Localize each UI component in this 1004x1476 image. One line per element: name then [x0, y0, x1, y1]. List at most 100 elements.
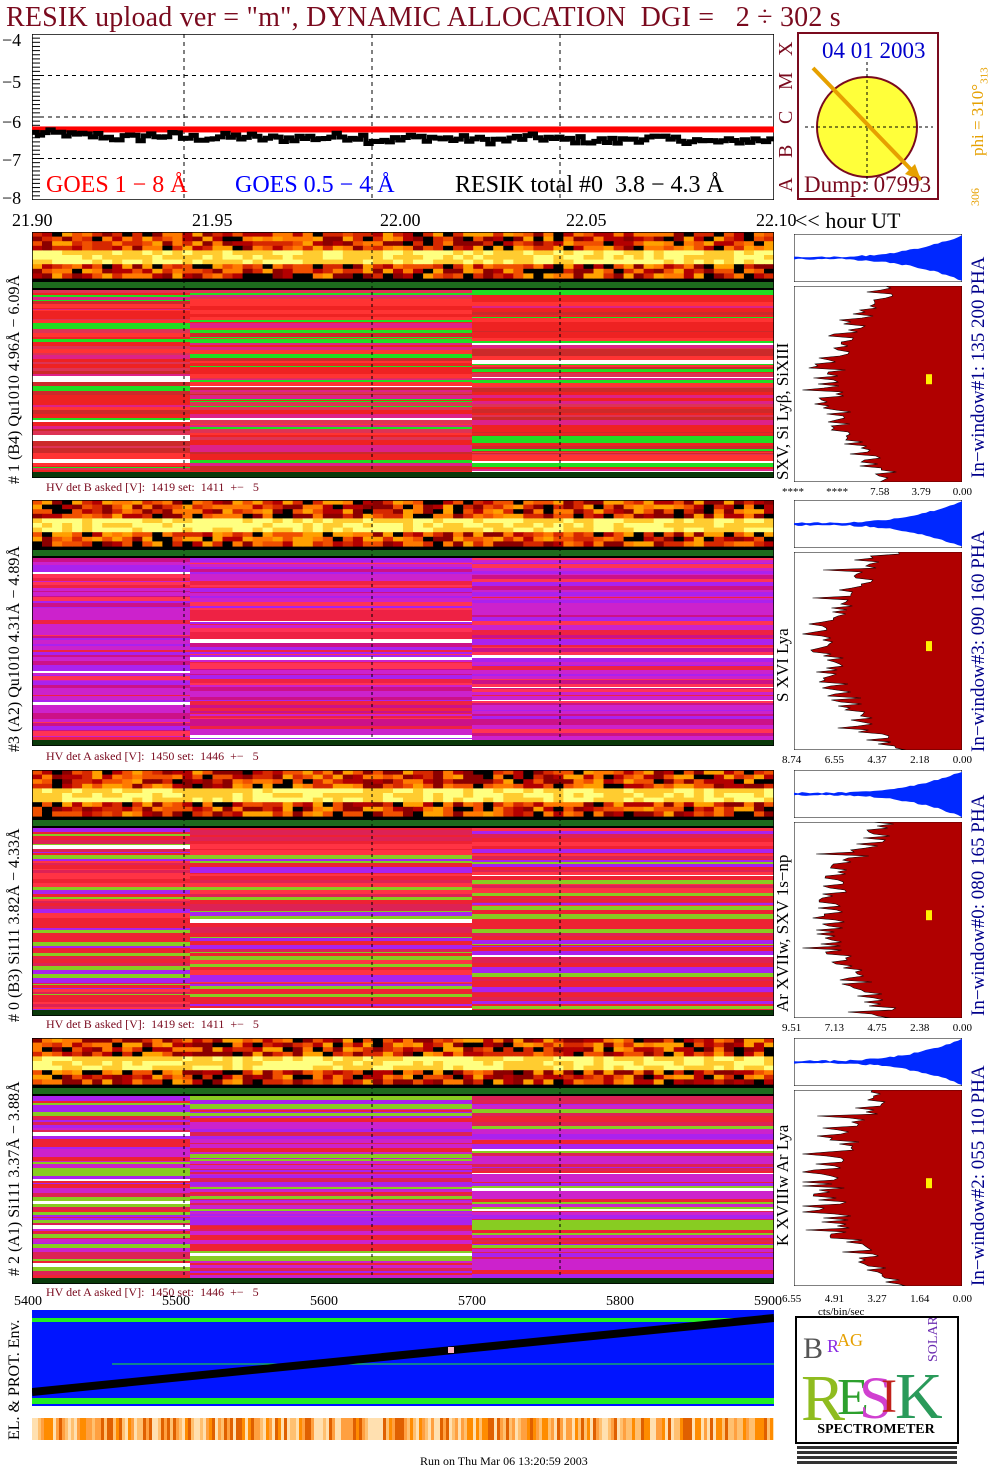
heatmap-stripe	[472, 838, 774, 842]
heatmap-cell	[643, 1065, 655, 1071]
heatmap-cell	[132, 1061, 143, 1067]
heatmap-stripe	[32, 368, 190, 371]
heatmap-stripe	[32, 371, 190, 374]
heatmap-cell	[723, 273, 735, 279]
heatmap-cell	[292, 513, 304, 519]
env-stripe	[434, 1418, 437, 1440]
heatmap-cell	[653, 1047, 665, 1053]
heatmap-cell	[413, 774, 424, 780]
y-tick-label: −7	[2, 150, 22, 170]
heatmap-stripe	[32, 293, 190, 295]
goes-lightcurve-plot	[32, 34, 774, 200]
heatmap-stripe	[190, 290, 472, 293]
heatmap-stripe	[190, 429, 472, 433]
heatmap-cell	[713, 1079, 725, 1085]
heatmap-cell	[232, 774, 244, 780]
heatmap-cell	[212, 532, 224, 538]
heatmap-stripe	[472, 977, 774, 979]
heatmap-cell	[523, 806, 534, 812]
heatmap-stripe	[32, 1138, 190, 1139]
heatmap-stripe	[190, 374, 472, 378]
heatmap-cell	[573, 770, 585, 776]
heatmap-cell	[302, 779, 314, 785]
detector-heatmap-0	[32, 770, 774, 1016]
heatmap-cell	[222, 527, 234, 533]
heatmap-cell	[302, 1042, 314, 1048]
heatmap-stripe	[472, 638, 774, 639]
heatmap-stripe	[472, 603, 774, 606]
heatmap-cell	[583, 1038, 595, 1044]
heatmap-cell	[302, 1056, 314, 1062]
heatmap-cell	[92, 783, 103, 789]
env-stripe	[437, 1418, 440, 1440]
heatmap-cell	[453, 1065, 464, 1071]
heatmap-cell	[222, 1074, 234, 1080]
heatmap-cell	[553, 255, 564, 261]
heatmap-cell	[242, 518, 254, 524]
heatmap-cell	[463, 1056, 474, 1062]
heatmap-cell	[543, 793, 554, 799]
heatmap-cell	[693, 770, 705, 776]
heatmap-cell	[443, 797, 454, 803]
heatmap-cell	[603, 783, 615, 789]
heatmap-cell	[713, 541, 725, 547]
heatmap-stripe	[190, 859, 472, 861]
heatmap-stripe	[190, 395, 472, 399]
heatmap-cell	[463, 1074, 474, 1080]
heatmap-cell	[623, 1061, 635, 1067]
heatmap-cell	[423, 541, 434, 547]
heatmap-cell	[102, 273, 113, 279]
heatmap-stripe	[190, 350, 472, 354]
heatmap-stripe	[32, 569, 190, 570]
heatmap-cell	[32, 536, 43, 542]
heatmap-stripe	[32, 382, 190, 386]
heatmap-cell	[513, 770, 524, 776]
heatmap-cell	[693, 536, 705, 542]
heatmap-cell	[693, 1038, 705, 1044]
heatmap-stripe	[32, 950, 190, 953]
heatmap-cell	[32, 1061, 43, 1067]
heatmap-stripe	[32, 688, 190, 691]
env-stripe	[557, 1418, 560, 1440]
heatmap-cell	[242, 806, 254, 812]
heatmap-cell	[302, 241, 314, 247]
heatmap-cell	[242, 774, 254, 780]
heatmap-cell	[112, 527, 123, 533]
heatmap-stripe	[32, 859, 190, 861]
heatmap-stripe	[32, 989, 190, 992]
heatmap-cell	[463, 779, 474, 785]
heatmap-cell	[423, 1061, 434, 1067]
heatmap-cell	[473, 1074, 484, 1080]
heatmap-cell	[673, 783, 685, 789]
heatmap-cell	[92, 504, 103, 510]
env-stripe	[302, 1418, 305, 1440]
heatmap-cell	[513, 811, 524, 817]
heatmap-cell	[262, 770, 274, 776]
heatmap-stripe	[472, 906, 774, 910]
line-identification: SXV, Si Lyβ, SiXIII	[773, 342, 792, 480]
env-stripe	[170, 1418, 173, 1440]
heatmap-cell	[302, 518, 314, 524]
heatmap-cell	[302, 500, 314, 506]
heatmap-cell	[242, 793, 254, 799]
heatmap-cell	[262, 1051, 274, 1057]
heatmap-cell	[523, 241, 534, 247]
heatmap-stripe	[190, 960, 472, 964]
heatmap-cell	[764, 513, 774, 519]
heatmap-stripe	[190, 880, 472, 883]
heatmap-cell	[322, 1061, 334, 1067]
env-stripe	[329, 1418, 332, 1440]
heatmap-cell	[503, 523, 514, 529]
heatmap-stripe	[472, 387, 774, 388]
heatmap-cell	[764, 500, 774, 506]
env-stripe	[419, 1418, 422, 1440]
heatmap-cell	[603, 1061, 615, 1067]
heatmap-cell	[513, 1038, 524, 1044]
env-stripe	[494, 1418, 497, 1440]
heatmap-cell	[162, 541, 173, 547]
heatmap-cell	[272, 255, 284, 261]
heatmap-stripe	[190, 592, 472, 593]
heatmap-cell	[573, 500, 585, 506]
env-stripe	[725, 1418, 728, 1440]
heatmap-cell	[393, 1047, 404, 1053]
